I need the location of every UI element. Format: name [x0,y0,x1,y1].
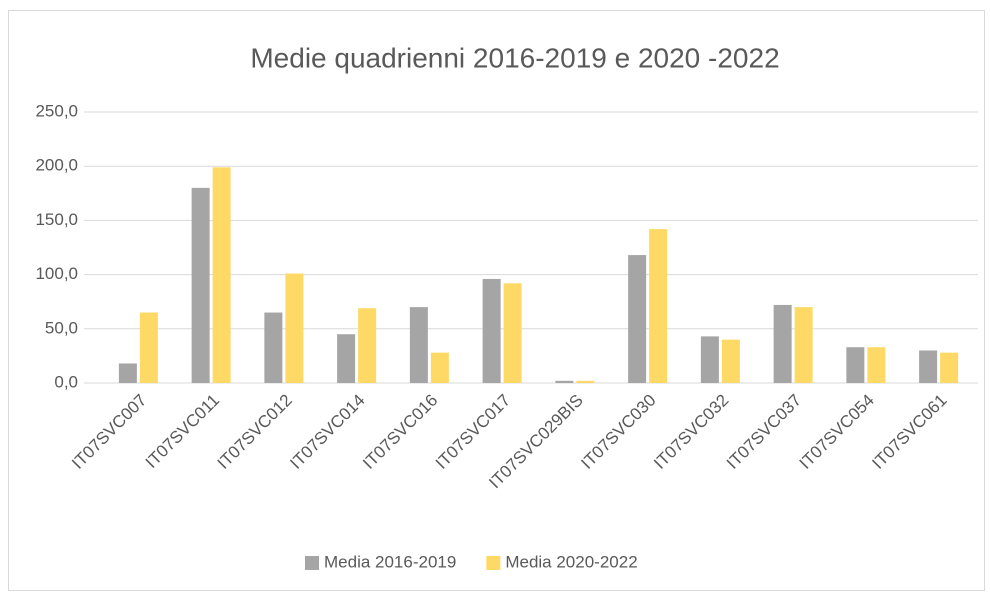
bar [118,363,137,383]
bar [794,307,813,383]
bar [700,336,719,383]
bar [628,255,647,383]
bar [919,350,938,383]
y-tick-label: 150,0 [35,210,78,229]
bar [503,283,522,383]
y-tick-label: 200,0 [35,156,78,175]
bar [358,308,377,383]
y-tick-label: 50,0 [45,318,78,337]
y-tick-label: 0,0 [54,372,78,391]
y-tick-label: 250,0 [35,101,78,120]
bar [721,339,740,383]
bar [430,352,449,383]
bar [264,312,283,383]
chart-title: Medie quadrienni 2016-2019 e 2020 -2022 [250,42,779,73]
bar [940,352,959,383]
legend-swatch [305,556,319,570]
bar [773,304,792,383]
bar [867,347,886,383]
bar [409,307,428,383]
legend-label: Media 2020-2022 [505,552,637,571]
bar [649,229,668,383]
bar [555,380,574,383]
bar [337,334,356,383]
bar [285,273,304,383]
legend-label: Media 2016-2019 [324,552,456,571]
bar [846,347,865,383]
bar [482,278,501,383]
bar [191,187,210,383]
legend-swatch [486,556,501,570]
y-tick-label: 100,0 [35,264,78,283]
bar [576,380,595,383]
bar [212,167,231,383]
bar [139,312,158,383]
